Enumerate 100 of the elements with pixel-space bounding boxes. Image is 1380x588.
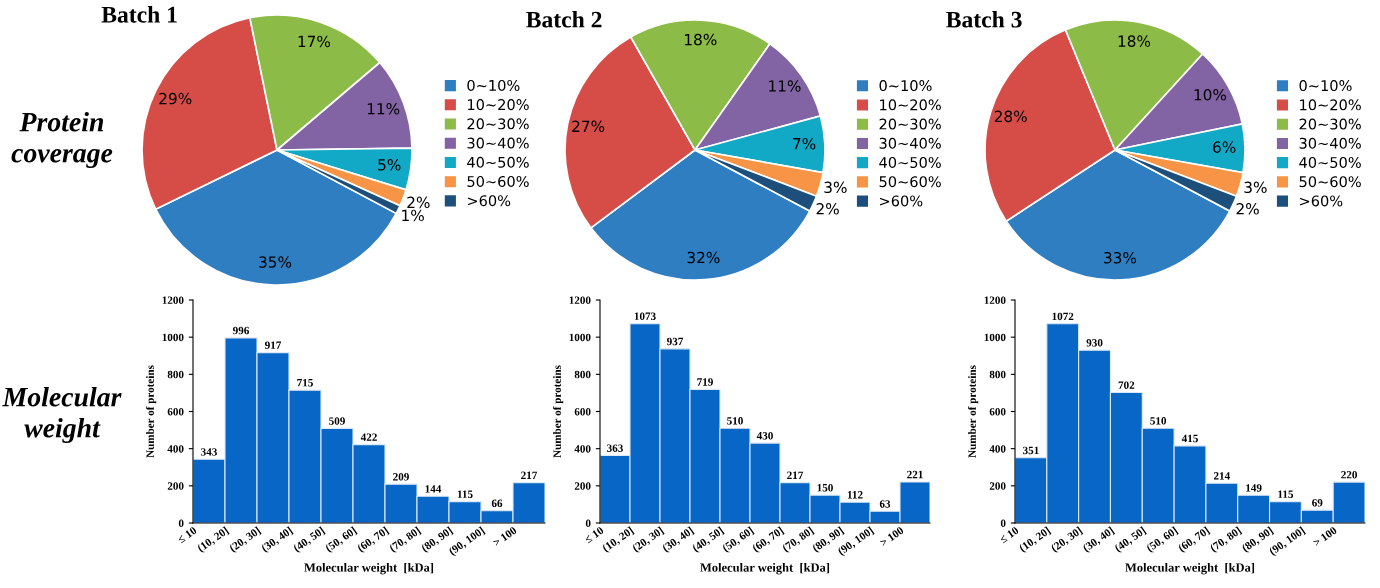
legend-label: 50~60% bbox=[879, 176, 941, 188]
data-label: 150 bbox=[817, 483, 833, 492]
y-tick-label: 1200 bbox=[984, 296, 1006, 304]
x-tick-label: ≤ 10 bbox=[999, 526, 1020, 544]
data-label: 112 bbox=[847, 491, 863, 499]
legend-label: 50~60% bbox=[467, 175, 529, 187]
legend-label: 0~10% bbox=[879, 80, 932, 92]
data-label: 11% bbox=[367, 102, 400, 115]
x-tick-label: > 100 bbox=[492, 526, 518, 547]
legend-label: 30~40% bbox=[879, 137, 941, 149]
data-label: 209 bbox=[393, 473, 409, 481]
data-label: 149 bbox=[1246, 484, 1262, 492]
data-label: 363 bbox=[607, 444, 623, 452]
y-tick-label: 1000 bbox=[569, 333, 591, 342]
y-tick-label: 600 bbox=[167, 407, 184, 416]
data-label: 509 bbox=[329, 417, 345, 425]
data-label: 715 bbox=[297, 379, 313, 387]
legend-label: 30~40% bbox=[467, 137, 529, 149]
data-label: 422 bbox=[360, 433, 377, 441]
data-label: 18% bbox=[685, 33, 717, 46]
x-tick-label: > 100 bbox=[879, 526, 905, 547]
legend-label: >60% bbox=[467, 195, 511, 207]
y-tick-label: 1200 bbox=[569, 296, 591, 304]
legend-label: 40~50% bbox=[467, 156, 529, 168]
y-tick-label: 0 bbox=[1000, 519, 1006, 527]
data-label: 1072 bbox=[1052, 312, 1074, 321]
legend-label: 20~30% bbox=[467, 118, 529, 130]
y-tick-label: 0 bbox=[178, 519, 184, 527]
y-tick-label: 800 bbox=[989, 370, 1006, 379]
x-tick-label: ≤ 10 bbox=[584, 526, 605, 544]
data-label: 32% bbox=[687, 251, 720, 264]
x-axis-title: Molecular weight [kDa] bbox=[1125, 562, 1255, 575]
x-tick-label: (20, 30] bbox=[1050, 526, 1084, 554]
legend-label: 50~60% bbox=[1299, 176, 1361, 188]
y-tick-label: 600 bbox=[574, 407, 591, 416]
legend-label: 20~30% bbox=[1299, 118, 1361, 130]
y-tick-label: 200 bbox=[167, 482, 184, 490]
y-tick-label: 400 bbox=[989, 445, 1006, 453]
data-label: 214 bbox=[1213, 472, 1230, 480]
y-tick-label: 200 bbox=[574, 482, 591, 490]
text: Protein coverage bbox=[11, 111, 113, 169]
legend-label: 0~10% bbox=[1299, 80, 1352, 92]
y-axis-title: Number of proteins bbox=[553, 365, 564, 458]
data-label: 1% bbox=[402, 209, 424, 222]
data-label: 115 bbox=[457, 490, 473, 498]
chart-title: Batch 3 bbox=[946, 10, 1022, 28]
data-label: 2% bbox=[407, 196, 430, 209]
data-label: 221 bbox=[907, 470, 923, 479]
data-label: 69 bbox=[1312, 499, 1323, 507]
y-tick-label: 1000 bbox=[984, 333, 1006, 342]
data-label: 430 bbox=[756, 431, 773, 440]
y-tick-label: 600 bbox=[989, 407, 1006, 416]
data-label: 510 bbox=[727, 417, 743, 425]
data-label: 217 bbox=[787, 471, 804, 479]
legend-label: 20~30% bbox=[879, 118, 941, 130]
legend-label: 30~40% bbox=[1299, 137, 1361, 149]
data-label: 702 bbox=[1118, 381, 1135, 389]
legend-label: 10~20% bbox=[467, 99, 529, 111]
data-label: 66 bbox=[491, 499, 503, 508]
data-label: 35% bbox=[259, 256, 292, 268]
data-label: 5% bbox=[378, 159, 401, 171]
y-tick-label: 0 bbox=[585, 519, 591, 527]
legend-label: 10~20% bbox=[1300, 99, 1361, 111]
data-label: 11% bbox=[769, 80, 801, 92]
data-label: 29% bbox=[159, 92, 192, 105]
x-axis-title: Molecular weight [kDa] bbox=[700, 562, 830, 575]
data-label: 415 bbox=[1181, 434, 1198, 443]
data-label: 343 bbox=[201, 448, 217, 456]
data-label: 28% bbox=[994, 110, 1027, 123]
data-label: 10% bbox=[1194, 88, 1227, 101]
chart-title: Batch 2 bbox=[526, 10, 602, 28]
data-label: 996 bbox=[232, 326, 250, 335]
data-label: 6% bbox=[1213, 141, 1236, 153]
x-tick-label: > 100 bbox=[1312, 526, 1338, 547]
data-label: 17% bbox=[298, 35, 331, 48]
data-label: 917 bbox=[264, 341, 282, 349]
legend-label: >60% bbox=[880, 195, 923, 207]
data-label: 1073 bbox=[634, 312, 656, 320]
data-label: 27% bbox=[572, 120, 605, 133]
data-label: 3% bbox=[1244, 181, 1267, 194]
legend-label: 40~50% bbox=[879, 156, 941, 168]
x-tick-label: (10, 20] bbox=[1018, 526, 1052, 554]
y-tick-label: 800 bbox=[574, 370, 591, 379]
data-label: 144 bbox=[425, 485, 442, 493]
legend-label: 40~50% bbox=[1299, 156, 1361, 168]
y-tick-label: 800 bbox=[167, 370, 184, 379]
text: Molecular weight bbox=[2, 386, 122, 444]
y-tick-label: 400 bbox=[574, 445, 591, 453]
y-tick-label: 400 bbox=[167, 445, 184, 453]
legend-label: >60% bbox=[1300, 195, 1343, 207]
y-axis-title: Number of proteins bbox=[146, 365, 157, 458]
data-label: 937 bbox=[666, 337, 684, 346]
data-label: 217 bbox=[521, 471, 538, 479]
data-label: 220 bbox=[1341, 470, 1357, 479]
data-label: 18% bbox=[1118, 35, 1151, 47]
y-tick-label: 1000 bbox=[162, 333, 184, 342]
data-label: 2% bbox=[816, 203, 839, 215]
data-label: 351 bbox=[1022, 446, 1039, 455]
legend-label: 10~20% bbox=[880, 99, 941, 111]
legend-label: 0~10% bbox=[467, 79, 520, 91]
